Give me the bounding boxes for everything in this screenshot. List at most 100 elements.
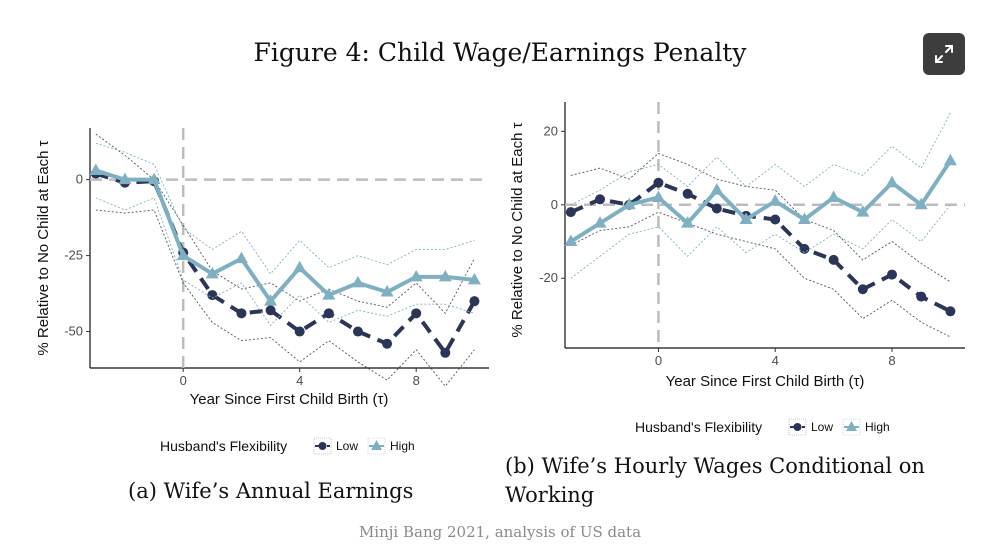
data-point-low xyxy=(207,290,218,301)
data-point-low xyxy=(411,308,422,319)
y-tick-label: -50 xyxy=(64,324,83,339)
legend-title: Husband's Flexibility xyxy=(160,438,287,454)
data-point-high xyxy=(681,216,695,228)
x-tick-label: 4 xyxy=(296,373,303,388)
y-tick-label: -20 xyxy=(539,270,558,285)
y-tick-label: -25 xyxy=(64,248,83,263)
data-point-high xyxy=(380,285,394,297)
data-point-low xyxy=(887,269,898,280)
data-point-high xyxy=(739,212,753,224)
data-point-high xyxy=(885,175,899,188)
caption-a: (a) Wife’s Annual Earnings xyxy=(128,479,414,503)
data-point-high xyxy=(827,190,841,202)
legend-key-low-box xyxy=(313,437,332,455)
data-point-high xyxy=(943,153,957,166)
data-point-high xyxy=(118,172,132,185)
data-point-high xyxy=(622,197,636,210)
chart-b: 0 4 8 20 0 -20 Year Since First Child Birth (τ… xyxy=(509,102,965,436)
expand-arrows-icon xyxy=(935,45,953,63)
series-line-high xyxy=(95,168,475,304)
legend-label-low: Low xyxy=(811,420,833,434)
x-tick-label: 4 xyxy=(772,353,779,368)
legend-key-high-box xyxy=(367,437,386,455)
legend-label-high: High xyxy=(390,439,415,453)
figure-title: Figure 4: Child Wage/Earnings Penalty xyxy=(253,38,747,67)
ci-upper-low xyxy=(570,152,951,283)
legend: Husband's Flexibility Low High xyxy=(635,418,890,436)
ci-lower-high xyxy=(95,197,475,327)
ci-lower-low xyxy=(570,211,951,338)
ci-upper-high xyxy=(95,142,475,275)
data-point-low xyxy=(770,214,781,225)
legend-label-high: High xyxy=(865,420,890,434)
data-point-high xyxy=(264,294,278,306)
chart-a: 0 4 8 0 -25 -50 Year Since First Child Birth (… xyxy=(35,128,489,455)
data-point-low xyxy=(294,326,305,337)
data-point-high xyxy=(205,266,219,279)
legend-key-low-box xyxy=(788,418,807,436)
x-axis-label: Year Since First Child Birth (τ) xyxy=(190,391,389,408)
data-point-high xyxy=(147,172,161,185)
x-tick-label: 8 xyxy=(413,373,420,388)
caption-b: (b) Wife’s Hourly Wages Conditional on W… xyxy=(505,454,925,507)
data-point-high xyxy=(438,269,452,282)
series-line-high xyxy=(569,159,953,244)
data-point-low xyxy=(469,296,480,307)
data-point-high xyxy=(914,197,928,210)
data-point-high xyxy=(293,260,307,273)
legend-key-low-marker xyxy=(793,423,802,431)
data-point-low xyxy=(828,254,839,265)
data-point-low xyxy=(916,291,927,302)
data-point-low xyxy=(682,188,693,199)
data-point-low xyxy=(595,194,606,205)
x-tick-label: 0 xyxy=(655,353,662,368)
data-point-high xyxy=(467,272,481,285)
y-tick-label: 20 xyxy=(544,123,558,138)
source-note: Minji Bang 2021, analysis of US data xyxy=(358,523,642,541)
data-point-low xyxy=(440,347,451,358)
series-line-low xyxy=(570,180,952,314)
ci-upper-high xyxy=(570,112,951,206)
data-point-high xyxy=(564,234,578,247)
data-point-low xyxy=(236,308,247,319)
data-point-low xyxy=(857,284,868,295)
data-point-low xyxy=(323,308,334,319)
data-point-low xyxy=(382,338,393,349)
x-axis-label: Year Since First Child Birth (τ) xyxy=(666,373,865,390)
y-axis-label: % Relative to No Child at Each τ xyxy=(35,140,52,355)
data-point-high xyxy=(409,269,423,282)
data-point-high xyxy=(176,248,190,261)
data-point-high xyxy=(651,190,665,202)
data-point-high xyxy=(351,275,365,288)
data-point-high xyxy=(322,288,336,300)
data-point-high xyxy=(768,194,782,206)
data-point-high xyxy=(856,205,870,217)
data-point-high xyxy=(593,216,607,228)
data-point-low xyxy=(265,305,276,316)
data-point-low xyxy=(653,177,664,188)
x-tick-label: 0 xyxy=(180,373,187,388)
data-point-low xyxy=(945,306,956,317)
legend-title: Husband's Flexibility xyxy=(635,419,762,435)
data-point-high xyxy=(234,251,248,264)
ci-upper-low xyxy=(95,133,475,315)
ci-lower-low xyxy=(95,209,475,387)
legend-key-high-marker xyxy=(846,421,857,431)
data-point-high xyxy=(710,183,724,195)
legend-key-high-marker xyxy=(371,440,382,450)
data-point-low xyxy=(352,326,363,337)
legend-key-low-marker xyxy=(318,442,327,450)
data-point-low xyxy=(565,207,576,218)
data-point-high xyxy=(797,212,811,224)
legend-key-high-box xyxy=(842,418,861,436)
series-line-low xyxy=(95,171,477,355)
x-tick-label: 8 xyxy=(888,353,895,368)
y-tick-label: 0 xyxy=(551,197,558,212)
y-axis-label: % Relative to No Child at Each τ xyxy=(509,122,526,337)
legend: Husband's Flexibility Low High xyxy=(160,437,415,455)
expand-button[interactable] xyxy=(923,33,965,75)
y-tick-label: 0 xyxy=(76,172,83,187)
data-point-high xyxy=(89,163,103,176)
data-point-low xyxy=(711,203,722,214)
